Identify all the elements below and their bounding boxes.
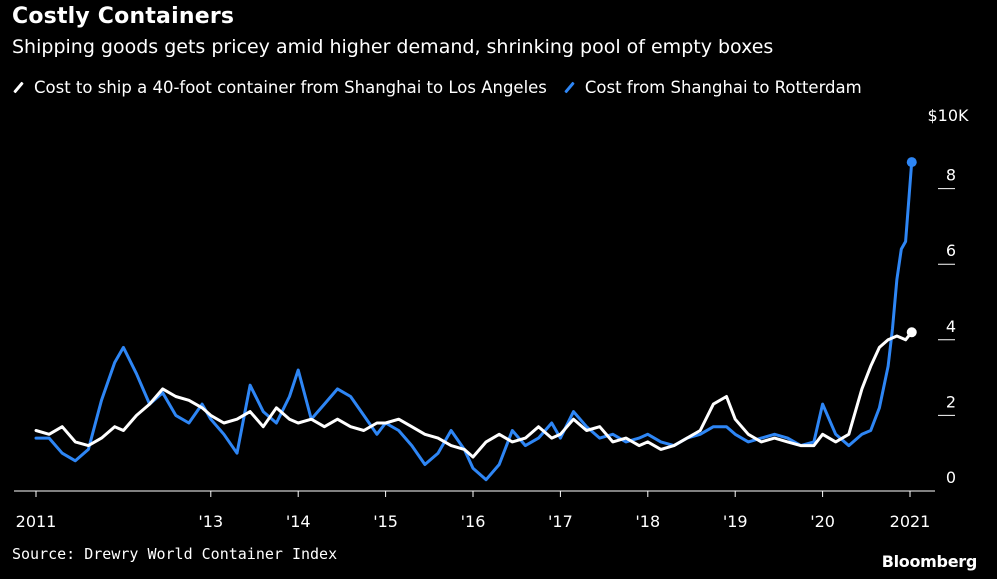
y-tick-label: 4 <box>946 317 956 336</box>
legend-label-rotterdam: Cost from Shanghai to Rotterdam <box>584 78 862 97</box>
legend-item-rotterdam: Cost from Shanghai to Rotterdam <box>563 78 862 97</box>
series-line-rotterdam <box>34 160 914 482</box>
end-point-los-angeles <box>906 327 917 338</box>
y-tick-label: 0 <box>946 468 956 487</box>
y-unit-label: $10K <box>927 106 969 125</box>
y-tick-label: 2 <box>946 392 956 411</box>
legend-item-los-angeles: Cost to ship a 40-foot container from Sh… <box>12 78 547 97</box>
series-layer <box>34 157 917 482</box>
x-tick-label: '14 <box>286 512 311 531</box>
chart-subtitle: Shipping goods gets pricey amid higher d… <box>12 36 774 58</box>
y-tick-label: 6 <box>946 241 956 260</box>
x-tick-label: '15 <box>373 512 398 531</box>
series-line-los-angeles <box>34 330 914 459</box>
y-axis: 0 2 4 6 8 $10K <box>927 106 969 487</box>
x-tick-label: '20 <box>810 512 835 531</box>
brand-logo: Bloomberg <box>881 552 978 571</box>
x-tick-label: 2021 <box>890 512 931 531</box>
x-tick-label: '18 <box>635 512 660 531</box>
x-tick-label: '16 <box>461 512 486 531</box>
chart-title: Costly Containers <box>12 4 235 29</box>
x-axis-ticks: 2011 '13 '14 '15 '16 '17 '18 '19 '20 2021 <box>16 491 931 531</box>
x-tick-label: 2011 <box>16 512 57 531</box>
source-note: Source: Drewry World Container Index <box>12 545 338 563</box>
legend: Cost to ship a 40-foot container from Sh… <box>12 78 878 97</box>
end-point-rotterdam <box>906 157 917 168</box>
y-tick-label: 8 <box>946 166 956 185</box>
x-tick-label: '17 <box>548 512 573 531</box>
x-tick-label: '13 <box>198 512 223 531</box>
legend-label-los-angeles: Cost to ship a 40-foot container from Sh… <box>34 78 547 97</box>
x-tick-label: '19 <box>723 512 748 531</box>
